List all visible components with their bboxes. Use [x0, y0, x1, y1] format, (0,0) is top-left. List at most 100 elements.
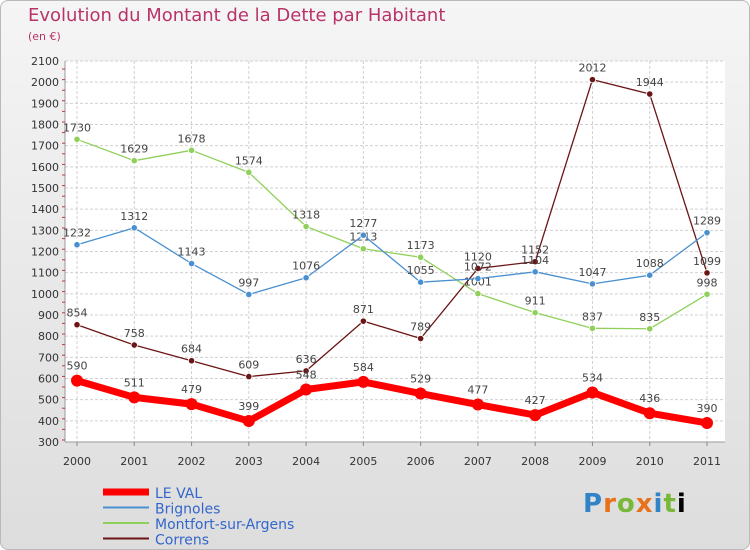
- y-tick-label: 300: [38, 436, 59, 449]
- data-point: [73, 241, 81, 249]
- data-label: 390: [697, 402, 718, 415]
- data-point: [130, 157, 138, 165]
- data-label: 2012: [578, 62, 606, 75]
- data-label: 835: [639, 311, 660, 324]
- proxiti-logo: Proxiti: [583, 489, 687, 519]
- data-point: [703, 269, 711, 277]
- data-label: 998: [697, 276, 718, 289]
- data-label: 1104: [521, 254, 549, 267]
- data-point: [531, 268, 539, 276]
- data-point: [187, 357, 196, 365]
- data-label: 534: [582, 371, 603, 384]
- data-point: [646, 90, 654, 98]
- data-label: 511: [124, 376, 145, 389]
- data-label: 1289: [693, 215, 721, 228]
- data-point: [471, 398, 484, 411]
- data-label: 436: [639, 392, 660, 405]
- data-label: 399: [238, 400, 259, 413]
- data-point: [531, 258, 539, 266]
- data-label: 997: [238, 276, 259, 289]
- data-point: [187, 259, 196, 268]
- data-label: 1312: [120, 210, 148, 223]
- data-label: 837: [582, 310, 603, 323]
- data-point: [586, 386, 599, 399]
- data-label: 911: [525, 295, 546, 308]
- y-tick-label: 500: [38, 394, 59, 407]
- data-point: [73, 135, 81, 143]
- data-point: [245, 168, 253, 176]
- y-tick-label: 900: [38, 309, 59, 322]
- y-tick-label: 400: [38, 415, 59, 428]
- data-point: [245, 372, 253, 381]
- data-label: 1152: [521, 244, 549, 257]
- data-point: [529, 409, 542, 422]
- data-label: 479: [181, 383, 202, 396]
- data-label: 636: [296, 353, 317, 366]
- data-label: 1076: [292, 260, 320, 273]
- data-label: 1173: [407, 239, 435, 252]
- data-point: [703, 290, 711, 298]
- legend-label: Correns: [155, 533, 209, 549]
- data-point: [588, 76, 597, 84]
- data-label: 1072: [464, 261, 492, 274]
- data-point: [701, 416, 713, 429]
- data-label: 584: [353, 361, 374, 374]
- y-tick-label: 1000: [31, 288, 59, 301]
- data-label: 1047: [578, 266, 606, 279]
- data-label: 609: [238, 359, 259, 372]
- chart-title: Evolution du Montant de la Dette par Hab…: [28, 5, 446, 26]
- y-tick-label: 1400: [31, 203, 59, 216]
- data-point: [646, 271, 654, 279]
- y-tick-label: 1300: [31, 224, 59, 237]
- y-tick-label: 1500: [31, 182, 59, 195]
- x-tick-label: 2006: [407, 455, 435, 468]
- series-line: [76, 78, 708, 378]
- y-tick-label: 2100: [31, 55, 59, 68]
- data-label: 1629: [120, 143, 148, 156]
- data-point: [73, 321, 81, 329]
- data-point: [588, 324, 597, 332]
- data-label: 1277: [349, 217, 377, 230]
- data-label: 684: [181, 343, 202, 356]
- y-tick-label: 1700: [31, 140, 59, 153]
- data-label: 1143: [178, 246, 206, 259]
- data-label: 1574: [235, 154, 263, 167]
- x-tick-label: 2009: [578, 455, 606, 468]
- y-tick-label: 1200: [31, 246, 59, 259]
- data-point: [414, 387, 427, 400]
- data-point: [703, 229, 711, 237]
- x-tick-label: 2007: [464, 455, 492, 468]
- data-point: [474, 264, 482, 273]
- data-point: [646, 325, 654, 333]
- y-tick-label: 700: [38, 351, 59, 364]
- x-tick-label: 2001: [120, 455, 148, 468]
- data-label: 1120: [464, 250, 492, 263]
- data-point: [71, 374, 83, 387]
- data-point: [357, 375, 370, 388]
- x-tick-label: 2008: [521, 455, 549, 468]
- data-label: 427: [525, 394, 546, 407]
- series-line: [76, 377, 708, 427]
- data-point: [130, 224, 138, 232]
- data-label: 548: [296, 369, 317, 382]
- data-point: [128, 391, 141, 404]
- x-tick-label: 2000: [63, 455, 91, 468]
- data-label: 477: [467, 384, 488, 397]
- legend-label: Montfort-sur-Argens: [155, 517, 294, 533]
- y-tick-label: 1100: [31, 267, 59, 280]
- data-label: 529: [410, 373, 431, 386]
- data-point: [474, 274, 482, 283]
- x-tick-label: 2002: [178, 455, 206, 468]
- x-tick-label: 2010: [636, 455, 664, 468]
- data-point: [417, 334, 425, 343]
- data-point: [359, 231, 367, 239]
- data-label: 1055: [407, 264, 435, 277]
- data-point: [643, 407, 656, 420]
- data-point: [302, 367, 310, 375]
- data-point: [185, 398, 198, 411]
- data-point: [242, 415, 255, 428]
- legend-label: Brignoles: [155, 502, 220, 518]
- x-tick-label: 2011: [693, 455, 721, 468]
